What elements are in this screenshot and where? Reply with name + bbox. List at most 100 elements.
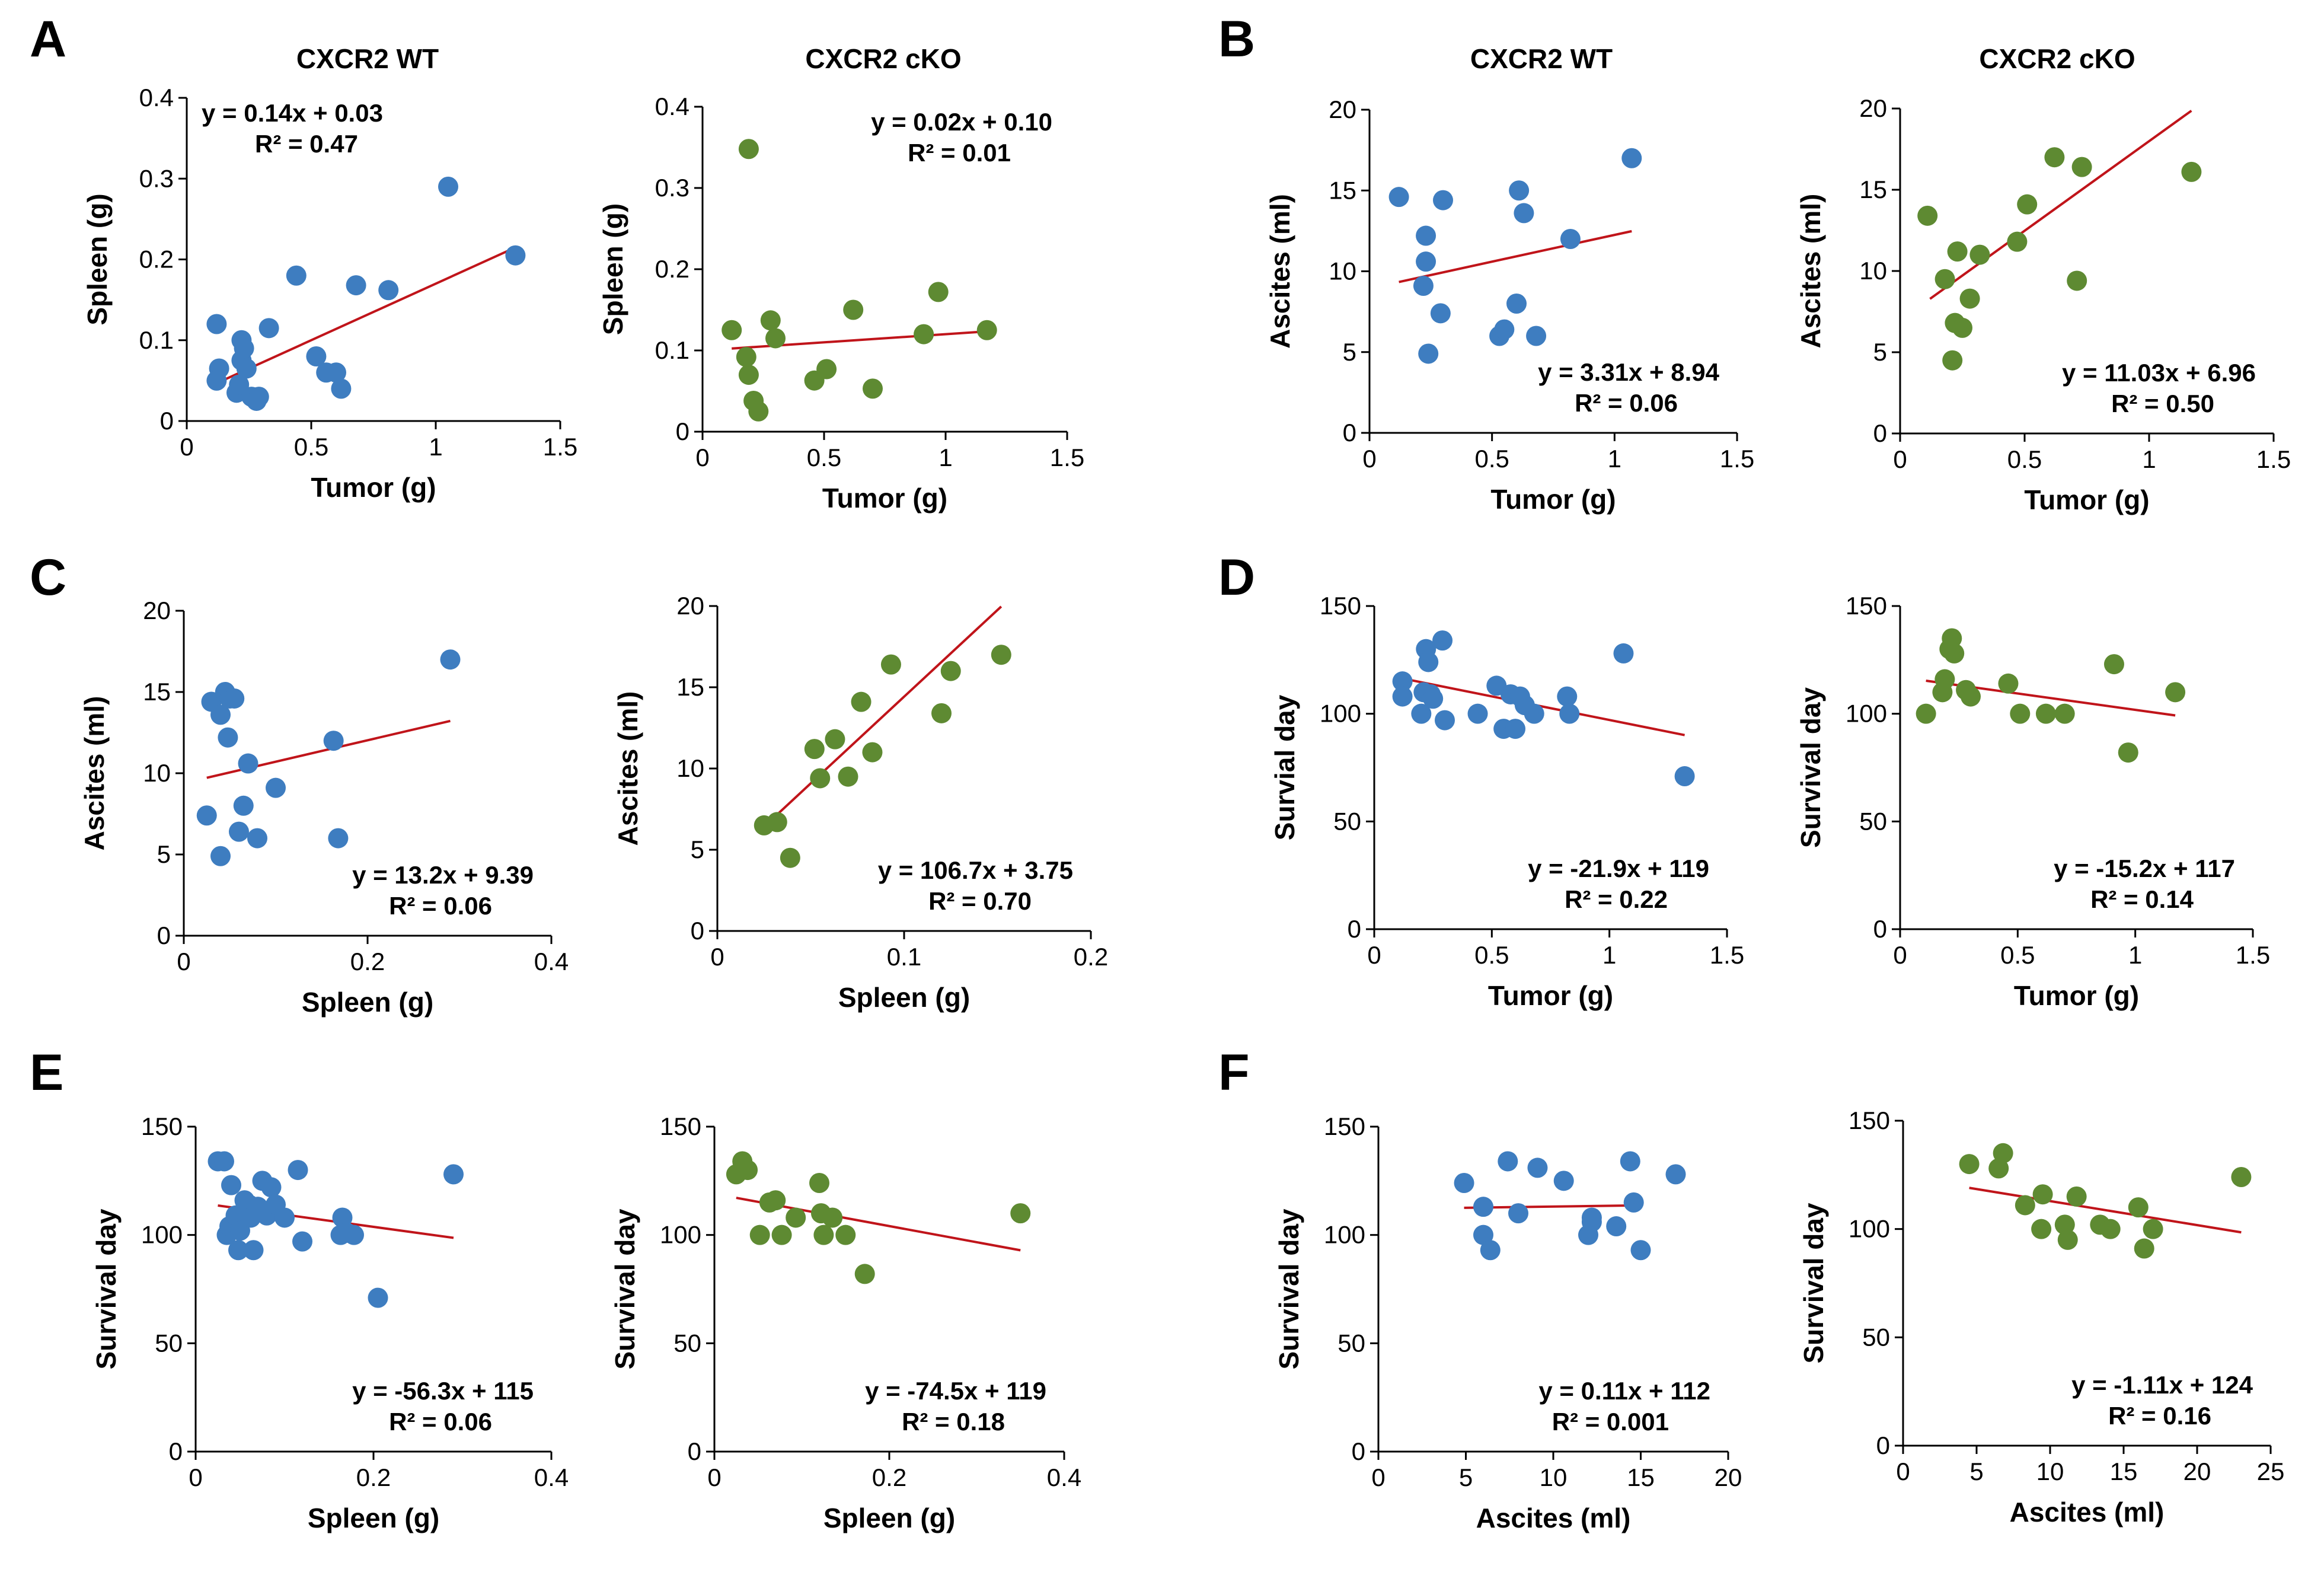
panel-label-c: C xyxy=(30,549,66,606)
data-point xyxy=(440,649,461,670)
data-point xyxy=(261,1177,282,1198)
x-tick-label: 1.5 xyxy=(2236,941,2270,969)
data-point xyxy=(1934,669,1955,690)
regression-equation: y = -56.3x + 115 xyxy=(352,1377,534,1405)
data-point xyxy=(1473,1224,1493,1245)
data-point xyxy=(206,314,227,334)
x-tick-label: 1.5 xyxy=(1710,941,1744,969)
x-tick-label: 0.5 xyxy=(1474,941,1509,969)
x-axis-label: Tumor (g) xyxy=(1490,484,1616,515)
x-tick-label: 0.1 xyxy=(887,943,921,971)
data-point xyxy=(880,654,901,675)
data-point xyxy=(722,320,742,340)
chart-b-cko: 0 5 10 15 20 0 0.5 1 1.5 Tumor (g) Ascites (ml) y =… xyxy=(1795,94,2291,515)
x-tick-label: 0.2 xyxy=(1074,943,1108,971)
data-point xyxy=(1665,1164,1686,1185)
data-point xyxy=(1473,1197,1493,1217)
x-tick-label: 0 xyxy=(1893,941,1907,969)
regression-equation: y = 13.2x + 9.39 xyxy=(352,861,534,889)
data-point xyxy=(1392,671,1413,692)
data-point xyxy=(2143,1219,2163,1239)
r-squared-label: R² = 0.01 xyxy=(908,139,1011,167)
data-point xyxy=(931,703,952,723)
regression-equation: y = 0.14x + 0.03 xyxy=(202,99,383,127)
x-axis-label: Ascites (ml) xyxy=(2010,1497,2165,1527)
y-tick-label: 0.4 xyxy=(139,84,174,111)
data-point xyxy=(1418,652,1439,672)
x-tick-label: 1 xyxy=(2142,445,2156,473)
r-squared-label: R² = 0.50 xyxy=(2111,390,2214,417)
x-axis-label: Tumor (g) xyxy=(822,483,947,514)
trendline xyxy=(763,605,1003,828)
data-point xyxy=(1392,686,1413,707)
data-point xyxy=(234,338,254,359)
regression-equation: y = -21.9x + 119 xyxy=(1528,854,1709,882)
chart-a-cko: 0 0.1 0.2 0.3 0.4 0 0.5 1 1.5 Tumor (g) Spleen (g)… xyxy=(598,93,1084,514)
data-point xyxy=(1942,628,1962,649)
data-point xyxy=(346,275,366,296)
trendline xyxy=(1929,110,2192,300)
data-point xyxy=(1961,686,1981,707)
data-point xyxy=(228,1240,248,1261)
x-tick-label: 10 xyxy=(1540,1463,1568,1491)
r-squared-label: R² = 0.22 xyxy=(1565,885,1668,913)
data-point xyxy=(443,1164,464,1185)
data-point xyxy=(765,328,786,349)
x-tick-label: 15 xyxy=(1627,1463,1655,1491)
data-point xyxy=(1959,1154,1980,1175)
data-point xyxy=(1430,303,1451,324)
data-point xyxy=(326,362,346,383)
y-tick-label: 10 xyxy=(143,759,171,787)
y-tick-label: 5 xyxy=(1343,338,1356,366)
x-tick-label: 0 xyxy=(695,444,709,471)
x-axis-label: Spleen (g) xyxy=(838,982,970,1013)
x-axis-label: Ascites (ml) xyxy=(1476,1503,1631,1533)
data-point xyxy=(1952,317,1972,338)
data-point xyxy=(1467,703,1488,724)
data-point xyxy=(736,346,756,367)
data-point xyxy=(1942,350,1963,371)
y-tick-label: 50 xyxy=(1862,1323,1890,1351)
data-point xyxy=(292,1231,312,1252)
data-point xyxy=(914,324,934,345)
y-tick-label: 0.2 xyxy=(655,255,689,283)
data-point xyxy=(1916,703,1936,724)
data-point xyxy=(505,245,526,266)
x-axis-label: Tumor (g) xyxy=(311,472,436,503)
x-tick-label: 0.5 xyxy=(807,444,841,471)
x-axis-label: Spleen (g) xyxy=(308,1503,439,1533)
data-point xyxy=(1630,1240,1651,1261)
x-tick-label: 20 xyxy=(2183,1458,2211,1485)
y-tick-label: 50 xyxy=(1337,1329,1365,1357)
data-point xyxy=(332,1207,353,1228)
r-squared-label: R² = 0.16 xyxy=(2108,1402,2211,1430)
chart-b-wt: 0 5 10 15 20 0 0.5 1 1.5 Tumor (g) Ascites (ml) y =… xyxy=(1265,95,1754,515)
data-point xyxy=(2231,1166,2252,1187)
x-tick-label: 10 xyxy=(2036,1458,2064,1485)
x-tick-label: 1 xyxy=(429,433,442,461)
x-tick-label: 0.5 xyxy=(1474,445,1509,473)
y-tick-label: 15 xyxy=(1859,176,1887,203)
y-tick-label: 0 xyxy=(157,921,171,949)
trendline xyxy=(1969,1187,2242,1234)
x-tick-label: 0.5 xyxy=(2000,941,2035,969)
data-point xyxy=(976,320,997,340)
y-tick-label: 100 xyxy=(1849,1215,1890,1243)
y-tick-label: 0.4 xyxy=(655,93,689,120)
x-tick-label: 15 xyxy=(2110,1458,2138,1485)
data-point xyxy=(1959,288,1980,309)
x-axis-label: Spleen (g) xyxy=(302,987,433,1018)
panel-letter: D xyxy=(1218,549,1255,606)
y-tick-label: 150 xyxy=(1324,1112,1365,1140)
r-squared-label: R² = 0.06 xyxy=(1575,389,1678,417)
data-point xyxy=(786,1207,806,1228)
data-point xyxy=(863,378,883,399)
data-point xyxy=(854,1264,875,1284)
data-point xyxy=(1423,688,1444,709)
data-point xyxy=(1508,1203,1528,1224)
x-tick-label: 0 xyxy=(707,1463,721,1491)
data-point xyxy=(1411,703,1432,724)
column-title-b-wt: CXCR2 WT xyxy=(1470,43,1613,74)
y-axis-label: Spleen (g) xyxy=(82,193,113,325)
y-tick-label: 20 xyxy=(1859,94,1887,122)
